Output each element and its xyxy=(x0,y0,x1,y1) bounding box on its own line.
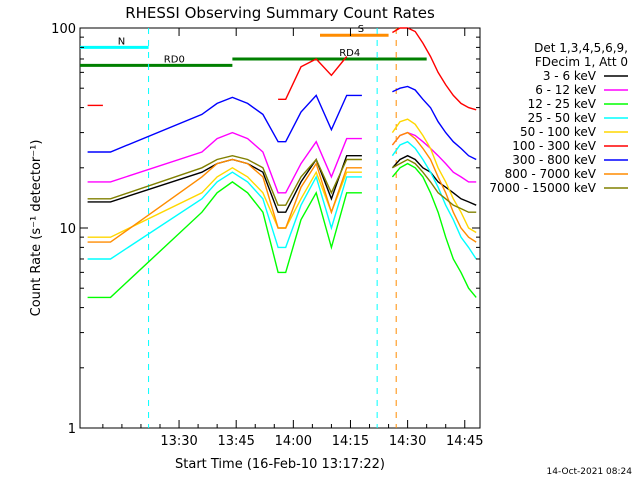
y-axis-label: Count Rate (s⁻¹ detector⁻¹) xyxy=(29,140,44,317)
legend-label: 7000 - 15000 keV xyxy=(489,181,596,195)
annotation-label: RD0 xyxy=(164,54,185,65)
series-line xyxy=(278,56,348,101)
series-line xyxy=(87,131,362,194)
legend-label: 6 - 12 keV xyxy=(535,83,597,97)
x-tick-label: 14:00 xyxy=(275,434,312,449)
series-line xyxy=(392,85,477,161)
series-line xyxy=(391,131,477,243)
series-line xyxy=(391,154,477,206)
legend-label: 25 - 50 keV xyxy=(528,111,597,125)
legend-label: 100 - 300 keV xyxy=(512,139,596,153)
series-line xyxy=(391,162,477,298)
y-tick-label: 100 xyxy=(51,22,76,37)
x-axis-label: Start Time (16-Feb-10 13:17:22) xyxy=(175,457,385,472)
series-group xyxy=(87,27,477,299)
x-tick-label: 14:15 xyxy=(332,434,369,449)
x-tick-label: 14:30 xyxy=(389,434,426,449)
series-line xyxy=(87,154,362,206)
x-tick-label: 14:45 xyxy=(446,434,483,449)
legend-label: 3 - 6 keV xyxy=(543,69,597,83)
y-tick-label: 1 xyxy=(68,422,76,437)
legend-header-line-2: FDecim 1, Att 0 xyxy=(535,55,628,69)
x-tick-label: 13:45 xyxy=(217,434,254,449)
axes: 1 10 100 13:30 13:45 14:00 14:15 14:30 14:45 xyxy=(51,22,483,449)
series-line xyxy=(392,27,477,111)
series-line xyxy=(87,181,362,299)
y-tick-label: 10 xyxy=(59,222,76,237)
legend-header-line-1: Det 1,3,4,5,6,9, xyxy=(534,41,628,55)
chart-title: RHESSI Observing Summary Count Rates xyxy=(125,4,435,22)
annotation-label: S xyxy=(358,24,364,35)
legend-label: 12 - 25 keV xyxy=(528,97,597,111)
annotation-label: RD4 xyxy=(339,48,360,59)
series-line xyxy=(87,94,362,153)
series-line xyxy=(87,154,362,213)
legend: Det 1,3,4,5,6,9, FDecim 1, Att 0 3 - 6 k… xyxy=(489,41,628,195)
mode-annotations: N S RD0 RD4 xyxy=(80,24,427,428)
series-line xyxy=(87,171,362,260)
series-line xyxy=(391,140,477,260)
annotation-label: N xyxy=(118,36,125,47)
legend-label: 50 - 100 keV xyxy=(520,125,597,139)
footer-date: 14-Oct-2021 08:24 xyxy=(547,467,633,477)
legend-label: 800 - 7000 keV xyxy=(505,167,597,181)
series-line xyxy=(392,158,477,213)
series-line xyxy=(391,118,477,234)
series-line xyxy=(87,158,362,243)
x-tick-label: 13:30 xyxy=(160,434,197,449)
legend-label: 300 - 800 keV xyxy=(512,153,596,167)
